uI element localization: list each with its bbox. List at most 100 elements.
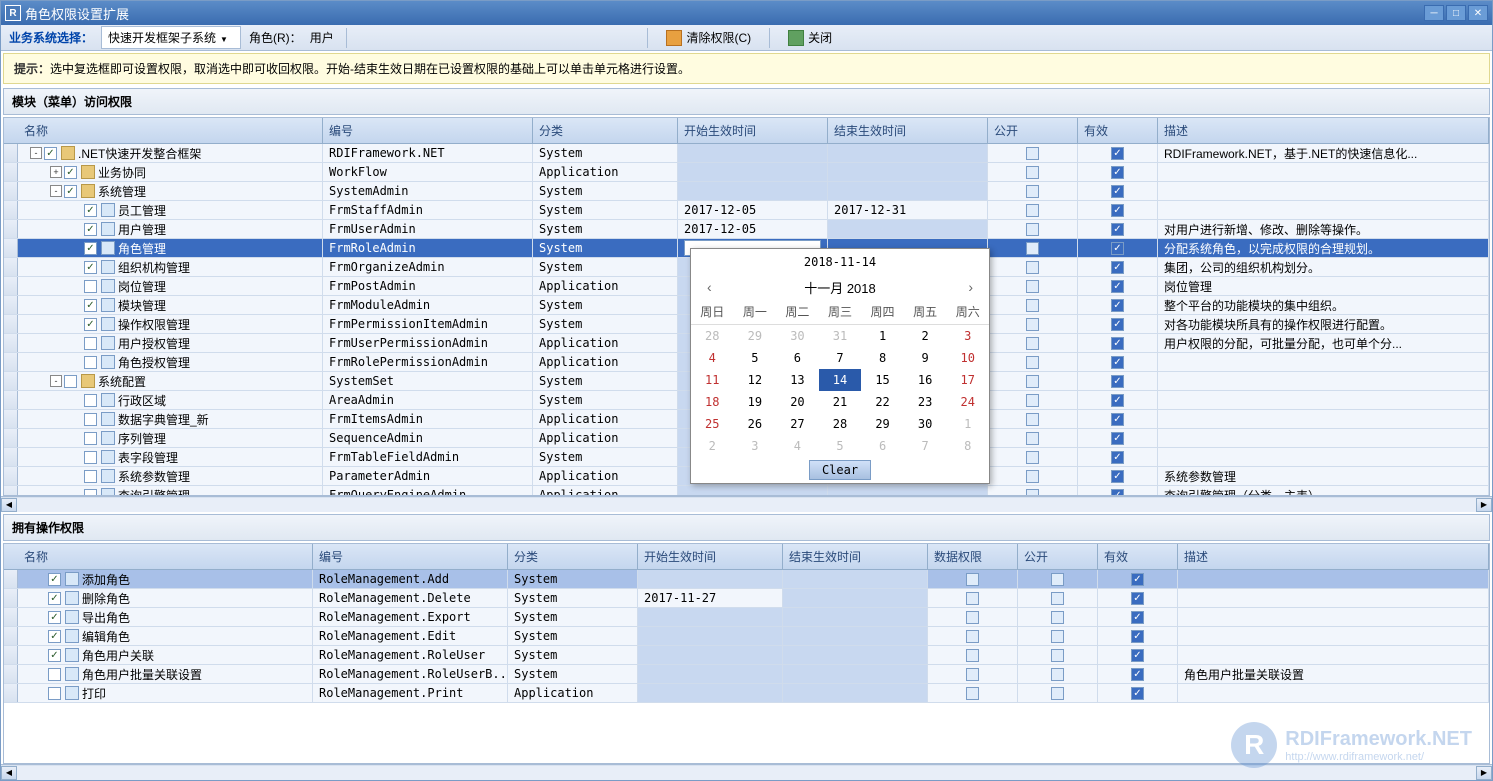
tree-row[interactable]: + 业务协同 WorkFlow Application: [4, 163, 1489, 182]
start-date-cell[interactable]: [678, 144, 828, 162]
calendar-day[interactable]: 19: [734, 391, 777, 413]
col-name[interactable]: 名称: [18, 544, 313, 569]
calendar-day[interactable]: 4: [691, 347, 734, 369]
operation-row[interactable]: 导出角色 RoleManagement.Export System: [4, 608, 1489, 627]
col-code[interactable]: 编号: [323, 118, 533, 143]
operation-row[interactable]: 删除角色 RoleManagement.Delete System 2017-1…: [4, 589, 1489, 608]
operation-row[interactable]: 角色用户批量关联设置 RoleManagement.RoleUserB... S…: [4, 665, 1489, 684]
calendar-day[interactable]: 30: [904, 413, 947, 435]
calendar-day[interactable]: 23: [904, 391, 947, 413]
op-start-cell[interactable]: [638, 608, 783, 626]
operation-checkbox[interactable]: [48, 630, 61, 643]
op-start-cell[interactable]: [638, 684, 783, 702]
permission-checkbox[interactable]: [84, 470, 97, 483]
permission-checkbox[interactable]: [44, 147, 57, 160]
op-start-cell[interactable]: [638, 627, 783, 645]
calendar-day[interactable]: 21: [819, 391, 862, 413]
op-end-cell[interactable]: [783, 684, 928, 702]
start-date-cell[interactable]: 2017-12-05: [678, 201, 828, 219]
permission-checkbox[interactable]: [84, 356, 97, 369]
system-select-dropdown[interactable]: 快速开发框架子系统▼: [101, 26, 241, 49]
close-button[interactable]: ✕: [1468, 5, 1488, 21]
titlebar[interactable]: R 角色权限设置扩展 ─ □ ✕: [1, 1, 1492, 25]
public-cell[interactable]: [988, 144, 1078, 162]
calendar-day[interactable]: 5: [819, 435, 862, 457]
op-public-cell[interactable]: [1018, 589, 1098, 607]
op-end-cell[interactable]: [783, 665, 928, 683]
public-cell[interactable]: [988, 277, 1078, 295]
clear-permission-button[interactable]: 清除权限(C): [660, 27, 757, 48]
permission-checkbox[interactable]: [64, 185, 77, 198]
calendar-day[interactable]: 7: [819, 347, 862, 369]
calendar-day[interactable]: 3: [946, 325, 989, 347]
calendar-day[interactable]: 2: [904, 325, 947, 347]
operation-checkbox[interactable]: [48, 668, 61, 681]
tree-row[interactable]: - 系统管理 SystemAdmin System: [4, 182, 1489, 201]
col-desc[interactable]: 描述: [1158, 118, 1489, 143]
valid-cell[interactable]: [1078, 391, 1158, 409]
start-date-cell[interactable]: [678, 486, 828, 496]
scroll-right-button[interactable]: ▶: [1476, 498, 1492, 512]
valid-cell[interactable]: [1078, 163, 1158, 181]
calendar-day[interactable]: 14: [819, 369, 862, 391]
valid-cell[interactable]: [1078, 372, 1158, 390]
end-date-cell[interactable]: [828, 163, 988, 181]
col-start[interactable]: 开始生效时间: [638, 544, 783, 569]
end-date-cell[interactable]: 2017-12-31: [828, 201, 988, 219]
calendar-day[interactable]: 1: [861, 325, 904, 347]
permission-checkbox[interactable]: [84, 318, 97, 331]
op-valid-cell[interactable]: [1098, 589, 1178, 607]
valid-cell[interactable]: [1078, 182, 1158, 200]
op-public-cell[interactable]: [1018, 570, 1098, 588]
valid-cell[interactable]: [1078, 144, 1158, 162]
start-date-cell[interactable]: 2017-12-05: [678, 220, 828, 238]
op-valid-cell[interactable]: [1098, 665, 1178, 683]
valid-cell[interactable]: [1078, 277, 1158, 295]
calendar-day[interactable]: 30: [776, 325, 819, 347]
calendar-day[interactable]: 29: [861, 413, 904, 435]
public-cell[interactable]: [988, 239, 1078, 257]
public-cell[interactable]: [988, 372, 1078, 390]
public-cell[interactable]: [988, 448, 1078, 466]
valid-cell[interactable]: [1078, 258, 1158, 276]
public-cell[interactable]: [988, 258, 1078, 276]
col-cat[interactable]: 分类: [508, 544, 638, 569]
op-public-cell[interactable]: [1018, 627, 1098, 645]
calendar-day[interactable]: 12: [734, 369, 777, 391]
op-public-cell[interactable]: [1018, 646, 1098, 664]
tree-toggle[interactable]: -: [50, 375, 62, 387]
calendar-day[interactable]: 16: [904, 369, 947, 391]
scroll-left-button[interactable]: ◀: [1, 498, 17, 512]
col-cat[interactable]: 分类: [533, 118, 678, 143]
calendar-day[interactable]: 31: [819, 325, 862, 347]
permission-checkbox[interactable]: [84, 413, 97, 426]
permission-checkbox[interactable]: [84, 394, 97, 407]
calendar-day[interactable]: 11: [691, 369, 734, 391]
op-data-cell[interactable]: [928, 570, 1018, 588]
end-date-cell[interactable]: [828, 486, 988, 496]
public-cell[interactable]: [988, 334, 1078, 352]
public-cell[interactable]: [988, 391, 1078, 409]
op-end-cell[interactable]: [783, 627, 928, 645]
calendar-day[interactable]: 1: [946, 413, 989, 435]
permission-checkbox[interactable]: [84, 299, 97, 312]
calendar-day[interactable]: 20: [776, 391, 819, 413]
end-date-cell[interactable]: [828, 182, 988, 200]
tree-row[interactable]: - .NET快速开发整合框架 RDIFramework.NET System R…: [4, 144, 1489, 163]
permission-checkbox[interactable]: [84, 280, 97, 293]
public-cell[interactable]: [988, 429, 1078, 447]
op-data-cell[interactable]: [928, 684, 1018, 702]
op-valid-cell[interactable]: [1098, 608, 1178, 626]
valid-cell[interactable]: [1078, 296, 1158, 314]
permission-checkbox[interactable]: [84, 261, 97, 274]
calendar-day[interactable]: 22: [861, 391, 904, 413]
modules-scrollbar[interactable]: ◀ ▶: [1, 496, 1492, 512]
calendar-day[interactable]: 28: [691, 325, 734, 347]
operation-row[interactable]: 编辑角色 RoleManagement.Edit System: [4, 627, 1489, 646]
tree-row[interactable]: 员工管理 FrmStaffAdmin System 2017-12-05 201…: [4, 201, 1489, 220]
valid-cell[interactable]: [1078, 220, 1158, 238]
op-start-cell[interactable]: [638, 646, 783, 664]
operation-row[interactable]: 添加角色 RoleManagement.Add System: [4, 570, 1489, 589]
valid-cell[interactable]: [1078, 448, 1158, 466]
permission-checkbox[interactable]: [64, 375, 77, 388]
